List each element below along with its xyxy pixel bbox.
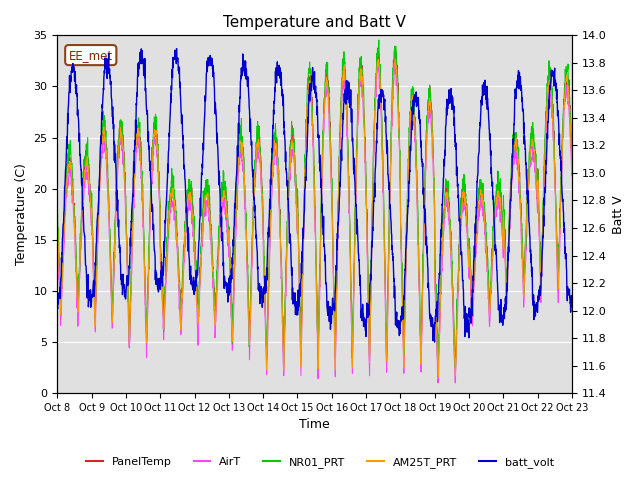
Y-axis label: Temperature (C): Temperature (C) <box>15 163 28 265</box>
Legend: PanelTemp, AirT, NR01_PRT, AM25T_PRT, batt_volt: PanelTemp, AirT, NR01_PRT, AM25T_PRT, ba… <box>81 452 559 472</box>
Title: Temperature and Batt V: Temperature and Batt V <box>223 15 406 30</box>
Text: EE_met: EE_met <box>68 48 113 61</box>
X-axis label: Time: Time <box>300 419 330 432</box>
Y-axis label: Batt V: Batt V <box>612 195 625 234</box>
